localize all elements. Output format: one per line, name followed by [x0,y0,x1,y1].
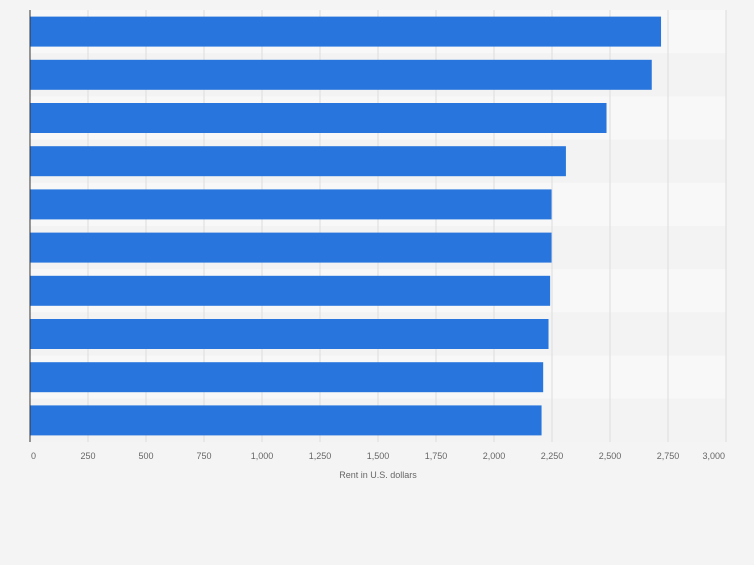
bar[interactable] [30,146,566,177]
x-tick-label: 750 [196,451,211,461]
x-tick-label: 1,500 [367,451,390,461]
x-tick-label: 1,000 [251,451,274,461]
bar[interactable] [30,232,552,263]
bars [30,16,662,436]
x-axis-label: Rent in U.S. dollars [339,470,417,480]
bar[interactable] [30,319,549,349]
x-tick-label: 2,750 [657,451,680,461]
x-tick-label: 2,000 [483,451,506,461]
bar[interactable] [30,16,662,47]
x-tick-label: 3,000 [702,451,725,461]
bar[interactable] [30,275,551,306]
bar[interactable] [30,103,607,133]
x-tick-label: 0 [31,451,36,461]
x-tick-label: 2,250 [541,451,564,461]
x-tick-label: 1,250 [309,451,332,461]
x-tick-label: 250 [80,451,95,461]
x-tick-label: 2,500 [599,451,622,461]
bar[interactable] [30,405,542,436]
bar[interactable] [30,189,552,220]
bar[interactable] [30,59,652,90]
x-axis-ticks: 0 250 500 750 1,000 1,250 1,500 1,750 2,000 2,250… [31,451,725,461]
x-tick-label: 500 [138,451,153,461]
x-tick-label: 1,750 [425,451,448,461]
bar[interactable] [30,362,544,393]
